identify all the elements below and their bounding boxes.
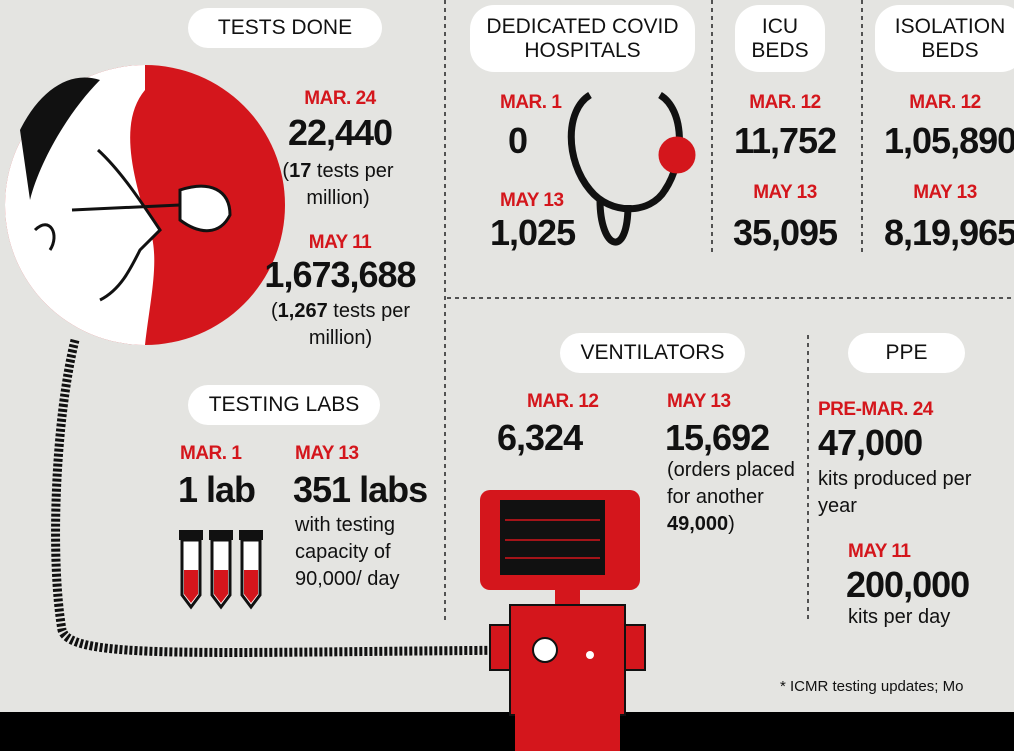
date: MAY 13 [667,391,731,413]
section-label: ICU BEDS [735,5,825,72]
value: 1 lab [178,469,255,511]
date: MAR. 24 [304,88,375,110]
date: MAY 13 [500,190,564,212]
note-text: (orders placed for another [667,459,795,508]
note-text: ) [728,513,735,535]
value: 0 [508,120,527,162]
footnote: * ICMR testing updates; Mo [780,678,963,695]
note: (orders placed for another 49,000) [667,457,797,538]
note-emphasis: 1,267 [278,300,328,322]
value: 6,324 [497,417,582,459]
section-label: TESTS DONE [188,8,382,48]
section-label: ISOLATION BEDS [875,5,1014,72]
value: 351 labs [293,469,427,511]
date: MAR. 12 [527,391,598,413]
value: 47,000 [818,422,922,464]
value: 8,19,965 [884,212,1014,254]
value: 11,752 [734,120,836,162]
date: MAY 13 [913,182,977,204]
note-text: ( [271,300,278,322]
section-label: VENTILATORS [560,333,745,373]
test-tubes [179,530,263,607]
note-emphasis: 17 [289,160,311,182]
date: PRE-MAR. 24 [818,399,933,421]
note-text: tests per million) [306,160,393,209]
section-label: DEDICATED COVID HOSPITALS [470,5,695,72]
date: MAY 13 [753,182,817,204]
note: kits per day [848,606,950,629]
value: 15,692 [665,417,769,459]
note: with testing capacity of 90,000/ day [295,512,435,593]
date: MAY 11 [848,541,911,563]
date: MAR. 1 [500,92,561,114]
note: kits produced per year [818,466,1003,520]
value: 35,095 [733,212,837,254]
section-label: TESTING LABS [188,385,380,425]
bottom-bar [0,712,1014,751]
date: MAR. 12 [749,92,820,114]
date: MAR. 12 [909,92,980,114]
ventilator [480,490,645,751]
infographic: TESTS DONE MAR. 24 22,440 (17 tests per … [0,0,1014,751]
date: MAR. 1 [180,443,241,465]
value: 1,025 [490,212,575,254]
value: 200,000 [846,564,969,606]
value: 22,440 [288,112,392,154]
date: MAY 11 [309,232,372,254]
value: 1,673,688 [264,254,415,296]
note: (1,267 tests per million) [268,298,413,352]
stethoscope [571,95,692,242]
note: (17 tests per million) [262,158,414,212]
date: MAY 13 [295,443,359,465]
note-emphasis: 49,000 [667,513,728,535]
face-illustration [5,65,285,345]
value: 1,05,890 [884,120,1014,162]
section-label: PPE [848,333,965,373]
